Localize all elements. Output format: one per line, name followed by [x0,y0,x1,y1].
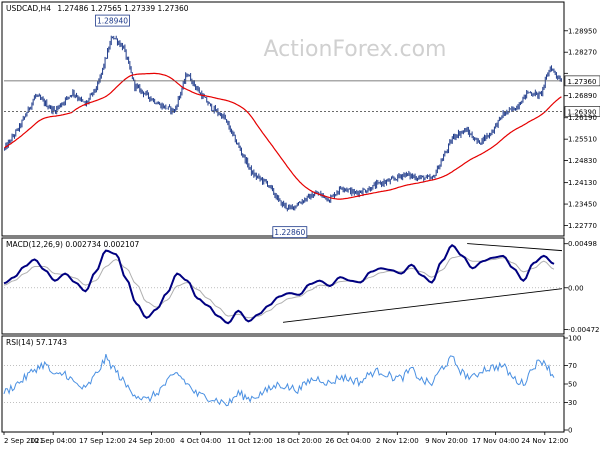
price-candles [4,35,562,212]
y-tick-label: 70 [568,362,577,370]
grid-lines [4,287,562,403]
y-tick-label: 100 [568,335,581,343]
macd-main-line [3,244,555,325]
y-tick-label: 1.28270 [568,49,597,57]
macd-signal-line [3,255,555,319]
y-tick-label: 1.25510 [568,136,597,144]
x-tick-label: 18 Oct 20:00 [276,437,322,445]
y-tick-label: 30 [568,399,577,407]
x-tick-label: 10 Sep 04:00 [30,437,77,445]
x-tick-label: 24 Nov 12:00 [521,437,568,445]
macd-trendline [282,288,563,323]
y-tick-label: 1.23450 [568,201,597,209]
y-tick-label: 1.26190 [568,114,597,122]
level-label-box [564,75,600,87]
level-label-box [564,106,600,117]
annotation-label: 1.22860 [274,228,305,237]
x-tick-label: 2 Nov 12:00 [376,437,419,445]
annotation-label: 1.28940 [97,17,128,26]
rsi-line [3,353,555,407]
macd-trendline [467,243,563,252]
x-tick-label: 11 Oct 12:00 [227,437,273,445]
y-tick-label: 1.24130 [568,179,597,187]
rsi-panel-title: RSI(14) 57.1743 [6,338,67,347]
annotation-box [272,226,308,239]
level-label: 1.27360 [568,78,597,86]
level-label: 1.26390 [568,108,597,116]
macd-lines [3,243,563,325]
macd-panel-title: MACD(12,26,9) 0.002734 0.002107 [6,240,140,249]
x-tick-label: 17 Nov 04:00 [472,437,519,445]
x-tick-label: 9 Nov 20:00 [425,437,468,445]
price-levels: 1.27360 1.26390 1.28940 1.22860 [4,14,600,239]
macd-panel-frame [1,237,565,335]
x-tick-label: 24 Sep 20:00 [128,437,175,445]
y-tick-label: 0.00 [568,284,584,292]
y-tick-label: -0.004723 [568,326,600,334]
price-symbol: USDCAD,H4 [6,4,51,13]
y-tick-label: 1.24830 [568,157,597,165]
y-tick-label: 50 [568,381,577,389]
x-tick-label: 26 Oct 04:00 [325,437,371,445]
y-axis-ticks: 1.28950 1.28270 1.26890 1.26190 1.25510 1.248… [564,27,600,435]
y-tick-label: 0.00498 [568,240,597,248]
x-tick-label: 2 Sep 2021 [4,437,44,445]
price-panel-title: USDCAD,H4 1.27486 1.27565 1.27339 1.2736… [6,4,189,13]
rsi-line [3,353,555,407]
y-tick-label: 1.28950 [568,27,597,35]
rsi-panel-frame [1,335,565,433]
x-tick-label: 4 Oct 04:00 [180,437,221,445]
x-tick-label: 17 Sep 12:00 [79,437,126,445]
moving-average [4,72,562,200]
y-tick-label: 0 [568,427,572,435]
annotation-box [95,14,130,27]
y-tick-label: 1.26890 [568,92,597,100]
price-quote: 1.27486 1.27565 1.27339 1.27360 [57,4,188,13]
y-tick-label: 1.22770 [568,222,597,230]
watermark: ActionForex.com [264,37,447,62]
ma-line [4,72,562,200]
